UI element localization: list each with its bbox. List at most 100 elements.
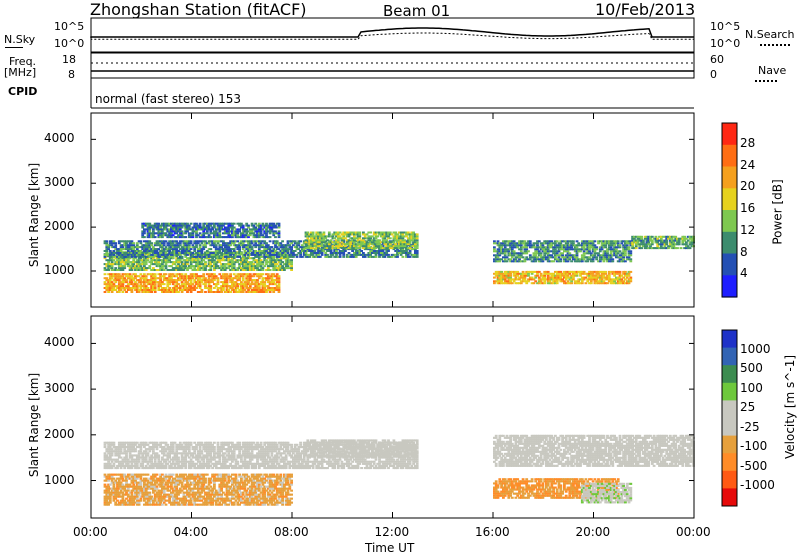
heat-cell xyxy=(572,277,575,279)
heat-cell xyxy=(157,223,160,225)
heat-cell xyxy=(396,256,399,258)
heat-cell xyxy=(172,242,175,244)
heat-cell xyxy=(622,277,625,279)
heat-cell xyxy=(402,256,405,258)
heat-cell xyxy=(536,256,539,258)
heat-cell xyxy=(184,273,187,275)
heat-cell xyxy=(123,488,126,490)
heat-cell xyxy=(113,256,116,258)
heat-cell xyxy=(542,244,545,246)
heat-cell xyxy=(247,252,250,254)
heat-cell xyxy=(147,287,150,289)
heat-cell xyxy=(154,291,157,293)
heat-cell xyxy=(409,247,412,249)
heat-cell xyxy=(129,484,132,486)
heat-cell xyxy=(258,236,261,238)
heat-cell xyxy=(317,254,320,256)
heat-cell xyxy=(170,236,173,238)
heat-cell xyxy=(109,496,112,498)
heat-cell xyxy=(251,281,254,283)
heat-cell xyxy=(281,240,284,242)
heat-cell xyxy=(306,232,309,234)
heat-cell xyxy=(581,260,584,262)
heat-cell xyxy=(251,246,254,248)
heat-cell xyxy=(107,486,110,488)
heat-cell xyxy=(543,275,546,277)
heat-cell xyxy=(629,258,632,260)
heat-cell xyxy=(213,242,216,244)
heat-cell xyxy=(353,235,356,237)
heat-cell xyxy=(534,254,537,256)
heat-cell xyxy=(656,245,659,247)
heat-cell xyxy=(520,248,523,250)
heat-cell xyxy=(195,230,198,232)
heat-cell xyxy=(572,240,575,242)
heat-cell xyxy=(400,254,403,256)
heat-cell xyxy=(249,287,252,289)
heat-cell xyxy=(341,245,344,247)
heat-cell xyxy=(556,282,559,284)
heat-cell xyxy=(375,256,378,258)
heat-cell xyxy=(215,285,218,287)
heat-cell xyxy=(619,277,622,279)
heat-cell xyxy=(515,258,518,260)
heat-cell xyxy=(152,256,155,258)
heat-cell xyxy=(122,291,125,293)
heat-cell xyxy=(576,254,579,256)
heat-cell xyxy=(504,246,507,248)
heat-cell xyxy=(195,246,198,248)
heat-cell xyxy=(660,238,663,240)
heat-cell xyxy=(529,258,532,260)
heat-cell xyxy=(357,239,360,241)
heat-cell xyxy=(236,234,239,236)
heat-cell xyxy=(613,280,616,282)
heat-cell xyxy=(628,248,631,250)
heat-cell xyxy=(104,474,107,476)
heat-cell xyxy=(122,498,125,500)
heat-cell xyxy=(251,230,254,232)
heat-cell xyxy=(337,233,340,235)
heat-cell xyxy=(175,248,178,250)
heat-cell xyxy=(229,254,232,256)
heat-cell xyxy=(254,223,257,225)
heat-cell xyxy=(330,256,333,258)
heat-cell xyxy=(190,248,193,250)
heat-cell xyxy=(594,250,597,252)
heat-cell xyxy=(190,279,193,281)
heat-cell xyxy=(267,279,270,281)
heat-cell xyxy=(312,254,315,256)
heat-cell xyxy=(265,263,268,265)
heat-cell xyxy=(161,267,164,269)
heat-cell xyxy=(163,242,166,244)
heat-cell xyxy=(683,240,686,242)
heat-cell xyxy=(604,246,607,248)
heat-cell xyxy=(394,243,397,245)
heat-cell xyxy=(199,287,202,289)
heat-cell xyxy=(335,250,338,252)
heat-cell xyxy=(278,289,281,291)
heat-cell xyxy=(321,245,324,247)
heat-cell xyxy=(520,282,523,284)
heat-cell xyxy=(238,250,241,252)
heat-cell xyxy=(111,291,114,293)
heat-cell xyxy=(245,232,248,234)
heat-cell xyxy=(208,242,211,244)
heat-cell xyxy=(134,281,137,283)
heat-cell xyxy=(114,480,117,482)
heat-cell xyxy=(290,267,293,269)
heat-cell xyxy=(355,245,358,247)
heat-cell xyxy=(152,230,155,232)
heat-cell xyxy=(364,256,367,258)
heat-cell xyxy=(209,230,212,232)
heat-cell xyxy=(202,275,205,277)
heat-cell xyxy=(278,225,281,227)
heat-cell xyxy=(581,280,584,282)
heat-cell xyxy=(513,254,516,256)
heat-cell xyxy=(333,247,336,249)
heat-cell xyxy=(358,232,361,234)
heat-cell xyxy=(330,239,333,241)
heat-cell xyxy=(181,291,184,293)
heat-cell xyxy=(267,285,270,287)
heat-cell xyxy=(154,289,157,291)
heat-cell xyxy=(159,285,162,287)
